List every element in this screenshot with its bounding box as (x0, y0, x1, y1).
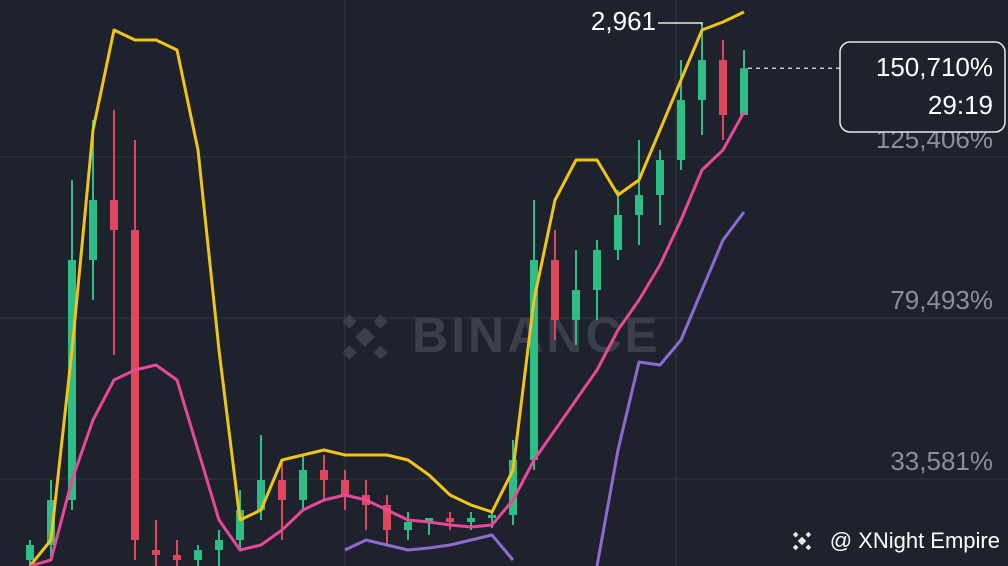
high-marker (658, 22, 703, 25)
candle-body (530, 260, 538, 461)
candle-body (320, 470, 328, 481)
candle-body (404, 521, 412, 531)
candle-body (152, 550, 160, 556)
candle-body (110, 200, 118, 231)
indicator-line (29, 111, 746, 566)
indicator-line (344, 211, 746, 566)
y-tick-label: 79,493% (890, 285, 993, 315)
credit: @ XNight Empire (830, 528, 1000, 553)
countdown: 29:19 (928, 90, 993, 120)
price-box (839, 41, 1006, 133)
high-label: 2,961 (591, 6, 656, 36)
candle-body (740, 68, 748, 116)
last-price-label: 150,710% (876, 52, 993, 82)
candle-body (446, 518, 454, 522)
candle-body (299, 470, 307, 501)
plot (26, 10, 840, 566)
candle-body (89, 200, 97, 261)
candle-body (698, 60, 706, 101)
candle-body (215, 540, 223, 551)
candle-body (278, 480, 286, 501)
candle-body (551, 260, 559, 321)
candle-body (593, 250, 601, 291)
candle-body (572, 290, 580, 321)
candle-body (677, 100, 685, 161)
candle-body (488, 515, 496, 519)
candle-body (257, 480, 265, 511)
candle-body (614, 215, 622, 251)
candle-body (194, 550, 202, 561)
candle-body (236, 510, 244, 541)
candle-body (47, 500, 55, 546)
candle-body (173, 555, 181, 561)
candle-body (383, 505, 391, 531)
indicator-line (28, 10, 745, 566)
candle-body (509, 460, 517, 516)
grid (0, 156, 1008, 480)
candle-body (26, 545, 34, 561)
y-tick-label: 33,581% (890, 446, 993, 476)
candle-body (131, 230, 139, 541)
candle-body (467, 518, 475, 522)
candle-body (635, 195, 643, 216)
candle-body (719, 60, 727, 116)
candle-body (68, 260, 76, 501)
candle-body (656, 160, 664, 196)
candle-body (425, 518, 433, 522)
candle-body (341, 480, 349, 496)
